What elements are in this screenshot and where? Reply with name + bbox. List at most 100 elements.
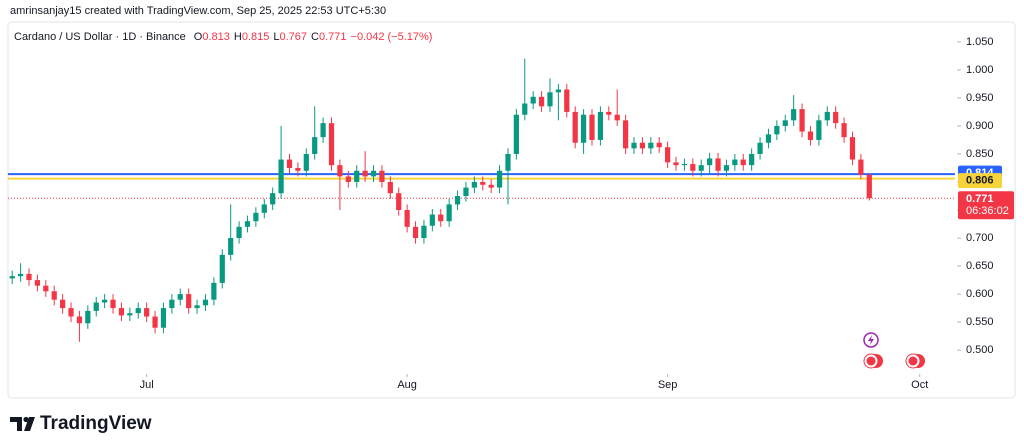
y-tick-label: 1.050: [966, 36, 994, 48]
legend-symbol: Cardano / US Dollar · 1D · Binance: [14, 31, 186, 43]
candle-body: [765, 134, 772, 143]
candle-body: [547, 92, 553, 107]
candle-body: [665, 147, 671, 163]
candle-body: [538, 96, 545, 107]
candle-body: [337, 165, 343, 177]
price-tag: [958, 173, 1002, 189]
plot: 0.5000.5500.6000.6500.7000.7500.8000.850…: [8, 36, 1014, 391]
event-icons: [863, 332, 925, 369]
candle-body: [362, 170, 368, 177]
candle-body: [43, 285, 49, 292]
candle-body: [673, 162, 679, 166]
candle-body: [152, 316, 158, 328]
current-price-label: 0.771: [966, 193, 994, 205]
candle-body: [51, 291, 57, 300]
frame: [7, 21, 1016, 399]
legend-field: C: [311, 31, 319, 43]
legend-value: 0.767: [280, 31, 308, 43]
candle-body: [320, 123, 326, 138]
candle-body: [219, 254, 225, 283]
candle-body: [866, 174, 872, 199]
candle-body: [480, 181, 486, 185]
candle-body: [144, 308, 150, 317]
brand-name: TradingView: [40, 413, 152, 434]
candle-body: [816, 120, 822, 140]
candle-body: [841, 123, 847, 138]
y-tick-label: 0.700: [966, 232, 994, 244]
candle-body: [26, 273, 32, 281]
candle-body: [328, 123, 335, 166]
candle-body: [160, 308, 167, 328]
candle-body: [555, 89, 561, 93]
candle-body: [396, 193, 402, 211]
candle-body: [824, 111, 830, 121]
candle-body: [681, 164, 688, 166]
candle-body: [698, 165, 704, 171]
candle-body: [194, 305, 200, 309]
candle-body: [623, 120, 629, 149]
candle-body: [286, 159, 293, 168]
candle-body: [177, 294, 183, 300]
candle-body: [253, 212, 259, 222]
legend-value: 0.771: [319, 31, 347, 43]
candle-body: [732, 159, 738, 166]
candle-body: [589, 114, 595, 140]
candle-body: [345, 176, 351, 182]
candle-body: [749, 153, 755, 166]
candle-body: [656, 142, 662, 148]
candle-body: [849, 137, 856, 160]
candle-body: [572, 111, 578, 143]
y-tick-label: 0.650: [966, 260, 994, 272]
legend-change: −0.042 (−5.17%): [351, 31, 433, 43]
candle-body: [522, 103, 528, 115]
legend-value: 0.813: [202, 31, 230, 43]
candle-body: [85, 310, 91, 324]
y-tick-label: 0.850: [966, 148, 994, 160]
candle-body: [421, 225, 427, 239]
candle-body: [690, 164, 696, 171]
candle-body: [723, 165, 730, 171]
candle-body: [757, 142, 763, 154]
candle-body: [463, 187, 469, 196]
candle-body: [858, 159, 864, 175]
candle-body: [530, 96, 536, 104]
candle-body: [60, 299, 66, 309]
candle-body: [782, 120, 788, 126]
candle-body: [303, 153, 309, 171]
x-tick-label: Aug: [397, 379, 417, 391]
candle-body: [639, 142, 646, 149]
countdown: 06:36:02: [966, 205, 1009, 217]
candle-body: [438, 214, 444, 222]
candle-body: [564, 89, 570, 112]
candle-body: [244, 221, 251, 227]
candle-body: [631, 142, 637, 149]
candle-body: [68, 308, 74, 317]
candle-body: [774, 125, 780, 135]
candle-body: [513, 114, 519, 154]
candle-body: [429, 214, 435, 226]
legend-field: H: [234, 31, 242, 43]
candle-body: [387, 181, 393, 194]
candle-body: [270, 193, 276, 205]
candle-body: [34, 280, 41, 286]
y-tick-label: 0.900: [966, 120, 994, 132]
candle-body: [186, 294, 192, 309]
candle-body: [471, 181, 477, 188]
candle-body: [261, 204, 267, 213]
candle-body: [614, 114, 620, 121]
candle-body: [606, 111, 612, 115]
candle-body: [278, 159, 284, 194]
x-tick-label: Oct: [911, 379, 928, 391]
candle-body: [295, 167, 301, 171]
y-tick-label: 0.550: [966, 316, 994, 328]
current-price-tag: [958, 191, 1014, 220]
candle-body: [791, 109, 797, 121]
candle-body: [102, 299, 108, 303]
candle-body: [93, 302, 99, 311]
candle-body: [833, 111, 839, 124]
candle-body: [807, 131, 814, 140]
legend-field: L: [273, 31, 279, 43]
candle-body: [17, 273, 24, 277]
